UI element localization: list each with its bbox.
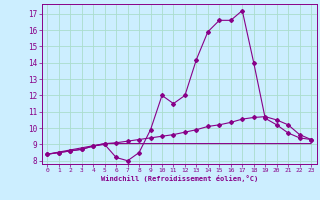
X-axis label: Windchill (Refroidissement éolien,°C): Windchill (Refroidissement éolien,°C) bbox=[100, 175, 258, 182]
